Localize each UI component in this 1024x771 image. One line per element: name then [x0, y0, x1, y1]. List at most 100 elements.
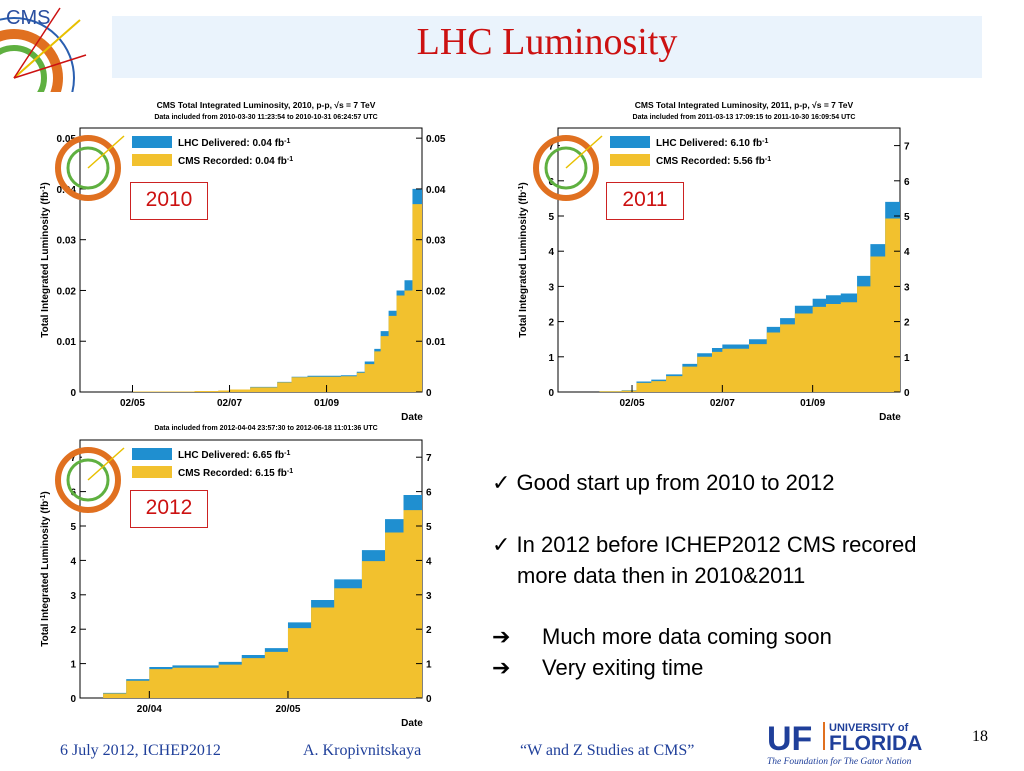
y-tick-label: 0 [548, 388, 554, 399]
y-tick-label: 0.05 [57, 134, 77, 145]
legend-swatch-delivered [610, 136, 650, 148]
y-axis-label-sup: -1 [40, 494, 47, 500]
mini-logo-ring-inner [66, 458, 110, 502]
x-tick-label: 02/05 [120, 398, 145, 409]
cms-logo: CMS [0, 0, 90, 139]
uf-logo-florida: FLORIDA [829, 732, 922, 755]
y-tick-label: 2 [548, 318, 554, 329]
legend-delivered-label: LHC Delivered: 6.10 fb-1 [656, 138, 768, 150]
x-tick-label: 02/07 [710, 398, 735, 409]
x-tick-label: 02/07 [217, 398, 242, 409]
y-tick-label: 0.01 [57, 337, 77, 348]
y-axis-label-sup: -1 [40, 185, 47, 191]
legend-swatch-delivered [132, 136, 172, 148]
mini-logo-track [87, 135, 125, 169]
y-tick-label: 4 [548, 247, 554, 258]
mini-logo-ring [55, 447, 121, 513]
bullet-more-data: Much more data coming soon [542, 624, 832, 649]
mini-logo-ring [55, 135, 121, 201]
y-tick-label-right: 7 [904, 142, 910, 153]
y-tick-label: 4 [70, 556, 76, 567]
legend-recorded-label: CMS Recorded: 6.15 fb-1 [178, 468, 293, 480]
bullet-exciting-time: Very exiting time [542, 655, 704, 680]
y-tick-label-right: 4 [904, 247, 910, 258]
y-tick-label-right: 1 [904, 353, 910, 364]
x-tick-label: 01/09 [800, 398, 825, 409]
cms-mini-logo [55, 130, 126, 201]
y-axis-label: Total Integrated Luminosity (fb-1) [518, 182, 530, 338]
chart-svg: Data included from 2012-04-04 23:57:30 t… [40, 425, 433, 729]
y-tick-label: 7 [548, 142, 554, 153]
legend-sup: -1 [284, 450, 290, 457]
plot-frame [79, 127, 423, 393]
y-tick-label-right: 0.05 [426, 134, 446, 145]
y-tick-label: 5 [548, 212, 554, 223]
legend-recorded-label: CMS Recorded: 0.04 fb-1 [178, 156, 293, 168]
slide-title: LHC Luminosity [416, 21, 678, 63]
year-label-2012: 2012 [130, 490, 208, 528]
y-tick-label-right: 5 [904, 212, 910, 223]
chart-subtitle: Data included from 2011-03-13 17:09:15 t… [633, 114, 856, 121]
y-tick-label: 0.02 [57, 286, 77, 297]
y-tick-label-right: 0.02 [426, 286, 446, 297]
cms-mini-logo [533, 130, 604, 201]
y-tick-label-right: 4 [426, 556, 432, 567]
y-tick-label: 0 [70, 388, 76, 399]
legend-swatch-recorded [132, 466, 172, 478]
y-axis-label: Total Integrated Luminosity (fb-1) [40, 182, 52, 338]
footer-author: A. Kropivnitskaya [303, 742, 422, 759]
arrow-icon: ➔ [492, 624, 511, 649]
area-series-1 [558, 196, 900, 392]
luminosity-plot-2011: CMS Total Integrated Luminosity, 2011, p… [514, 98, 954, 430]
y-tick-label-right: 0.03 [426, 236, 446, 247]
x-axis-label: Date [401, 718, 423, 729]
y-tick-label-right: 5 [426, 522, 432, 533]
y-tick-label: 0.03 [57, 236, 77, 247]
legend-recorded-label: CMS Recorded: 5.56 fb-1 [656, 156, 771, 168]
y-axis-label: Total Integrated Luminosity (fb-1) [40, 491, 52, 647]
title-bar [112, 16, 982, 78]
legend-sup: -1 [765, 156, 771, 163]
legend-delivered-label: LHC Delivered: 0.04 fb-1 [178, 138, 290, 150]
chart-svg: CMS Total Integrated Luminosity, 2010, p… [40, 100, 446, 423]
legend-delivered-label: LHC Delivered: 6.65 fb-1 [178, 450, 290, 462]
y-tick-label-right: 3 [904, 282, 910, 293]
y-tick-label: 0 [70, 694, 76, 705]
y-tick-label-right: 6 [426, 488, 432, 499]
x-axis-label: Date [879, 412, 901, 423]
y-tick-label: 5 [70, 522, 76, 533]
mini-logo-ring-inner [66, 146, 110, 190]
chart-title: CMS Total Integrated Luminosity, 2010, p… [157, 100, 376, 110]
y-tick-label-right: 2 [426, 625, 432, 636]
luminosity-plot-2010: CMS Total Integrated Luminosity, 2010, p… [36, 98, 476, 430]
y-tick-label-right: 0.04 [426, 185, 446, 196]
y-tick-label-right: 1 [426, 660, 432, 671]
arrow-icon: ➔ [492, 655, 511, 680]
x-tick-label: 20/05 [275, 704, 300, 715]
x-tick-label: 02/05 [620, 398, 645, 409]
uf-logo-tagline: The Foundation for The Gator Nation [767, 756, 912, 766]
y-tick-label-right: 0 [426, 388, 432, 399]
legend-sup: -1 [762, 138, 768, 145]
legend-sup: -1 [284, 138, 290, 145]
uf-logo: UF UNIVERSITY of FLORIDA The Foundation … [765, 716, 945, 767]
chart-svg: CMS Total Integrated Luminosity, 2011, p… [518, 100, 911, 423]
y-tick-label: 1 [70, 660, 76, 671]
y-tick-label: 7 [70, 453, 76, 464]
chart-subtitle: Data included from 2012-04-04 23:57:30 t… [154, 425, 377, 432]
legend-swatch-recorded [610, 154, 650, 166]
legend-swatch-delivered [132, 448, 172, 460]
area-series-1 [80, 183, 422, 392]
y-tick-label: 2 [70, 625, 76, 636]
y-tick-label-right: 7 [426, 453, 432, 464]
footer-talk-title: “W and Z Studies at CMS” [520, 742, 695, 759]
chart-subtitle: Data included from 2010-03-30 11:23:54 t… [154, 114, 377, 121]
y-tick-label-right: 0.01 [426, 337, 446, 348]
y-tick-label-right: 3 [426, 591, 432, 602]
area-series-1 [80, 486, 422, 698]
y-tick-label: 3 [70, 591, 76, 602]
bullet-2012-data-cont: more data then in 2010&2011 [517, 563, 806, 588]
mini-logo-track [87, 447, 125, 481]
x-tick-label: 01/09 [314, 398, 339, 409]
uf-logo-university: UNIVERSITY of [829, 722, 909, 734]
